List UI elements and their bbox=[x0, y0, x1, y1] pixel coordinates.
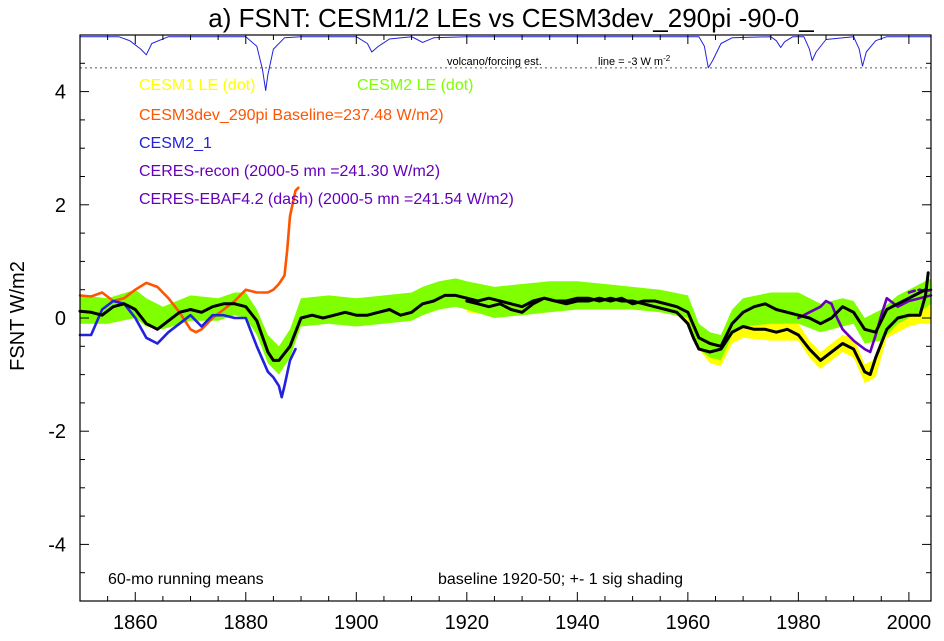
baseline-note: baseline 1920-50; +- 1 sig shading bbox=[438, 571, 683, 588]
x-tick-label: 1960 bbox=[666, 612, 711, 634]
legend-cesm1-le: CESM1 LE (dot) bbox=[139, 77, 255, 94]
band-layer bbox=[80, 278, 931, 384]
legend-cesm2-le: CESM2 LE (dot) bbox=[357, 77, 473, 94]
volcano-line-text: line = -3 W m bbox=[598, 56, 663, 68]
y-tick-label: -4 bbox=[48, 534, 66, 556]
x-tick-label: 2000 bbox=[887, 612, 932, 634]
running-means-note: 60-mo running means bbox=[108, 571, 264, 588]
legend-ceres-recon: CERES-recon (2000-5 mn =241.30 W/m2) bbox=[139, 163, 440, 180]
volcano-line-annotation: line = -3 W m-2 bbox=[598, 54, 671, 68]
band-cesm2-le-spread-1-sig bbox=[80, 278, 931, 375]
series-ensemble-mean-3-black bbox=[465, 288, 927, 348]
y-axis-label: FSNT W/m2 bbox=[7, 261, 29, 371]
series-ensemble-mean-black bbox=[78, 293, 469, 362]
x-tick-label: 1980 bbox=[776, 612, 821, 634]
volcano-line-superscript: -2 bbox=[663, 54, 671, 63]
volcano-annotation: volcano/forcing est. bbox=[447, 56, 542, 68]
legend-ceres-ebaf: CERES-EBAF4.2 (dash) (2000-5 mn =241.54 … bbox=[139, 191, 514, 208]
legend-cesm3dev: CESM3dev_290pi Baseline=237.48 W/m2) bbox=[139, 107, 444, 124]
legend-cesm2-1: CESM2_1 bbox=[139, 135, 212, 152]
y-tick-label: 4 bbox=[55, 82, 66, 104]
y-tick-label: 2 bbox=[55, 195, 66, 217]
y-tick-label: 0 bbox=[55, 308, 66, 330]
series-ceres-recon bbox=[797, 294, 933, 354]
x-tick-label: 1900 bbox=[334, 612, 379, 634]
y-tick-label: -2 bbox=[48, 421, 66, 443]
plot-frame bbox=[79, 34, 932, 602]
x-tick-label: 1880 bbox=[224, 612, 269, 634]
x-tick-label: 1940 bbox=[555, 612, 600, 634]
x-tick-label: 1860 bbox=[113, 612, 158, 634]
chart-title: a) FSNT: CESM1/2 LEs vs CESM3dev_290pi -… bbox=[208, 3, 814, 33]
axes-layer: 1860 1880 1900 1920 1940 1960 1980 2000 -4 -2 0 2 4 bbox=[48, 34, 932, 634]
x-tick-label: 1920 bbox=[445, 612, 490, 634]
line-layer bbox=[78, 36, 933, 399]
series-cesm3dev-290pi bbox=[78, 186, 300, 334]
series-volcano-forcing-est bbox=[79, 36, 932, 91]
